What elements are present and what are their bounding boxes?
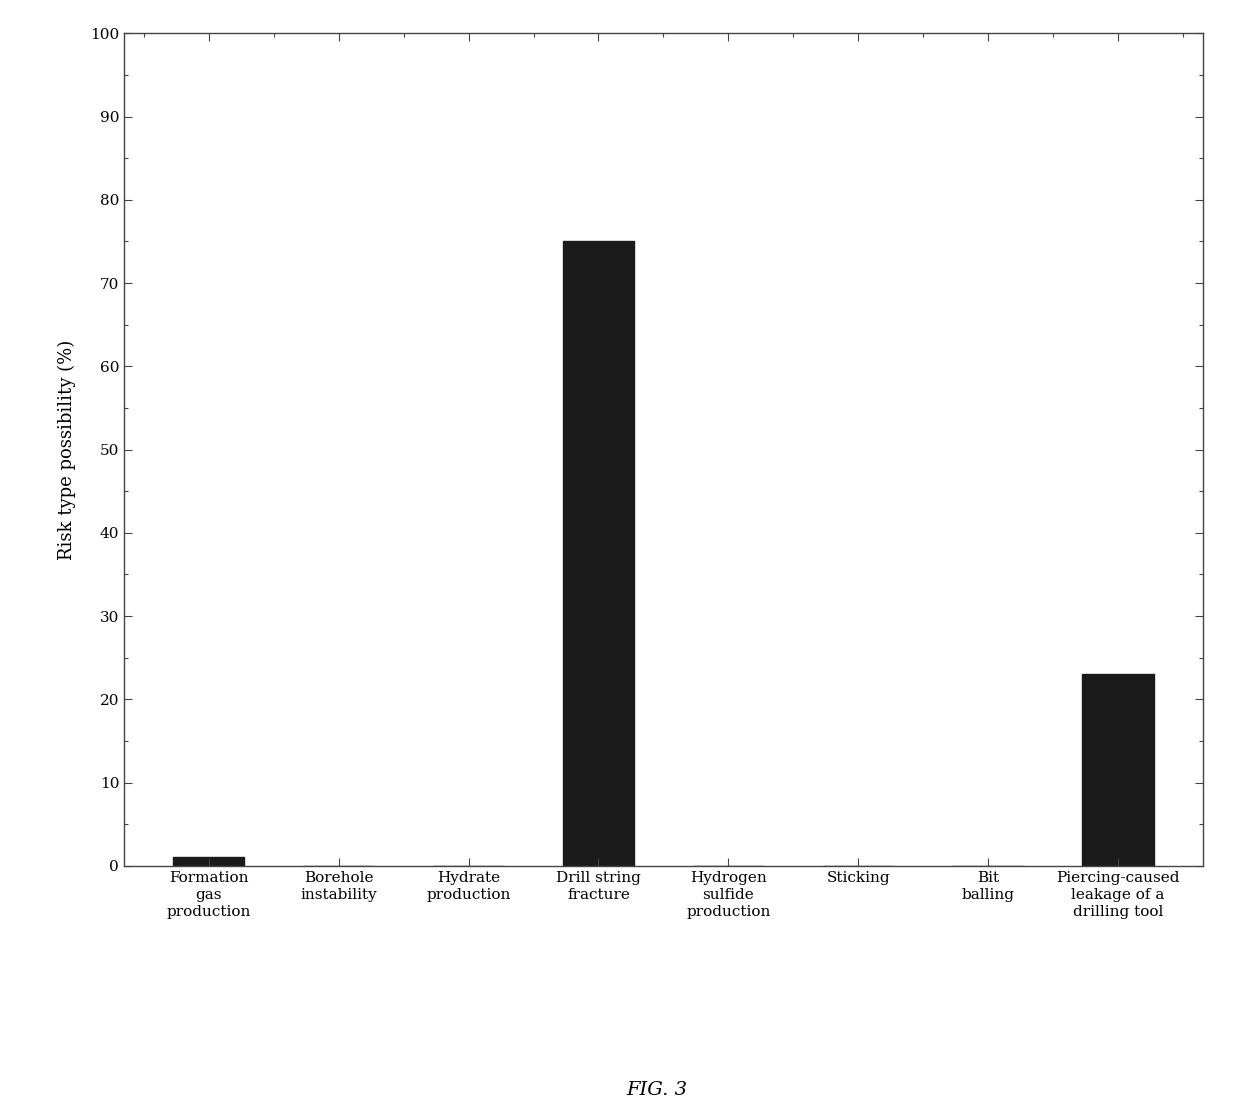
Bar — [174, 858, 244, 866]
Text: FIG. 3: FIG. 3 — [626, 1081, 688, 1099]
Bar — [563, 241, 634, 866]
Bar — [1083, 675, 1153, 866]
Y-axis label: Risk type possibility (%): Risk type possibility (%) — [58, 340, 76, 559]
